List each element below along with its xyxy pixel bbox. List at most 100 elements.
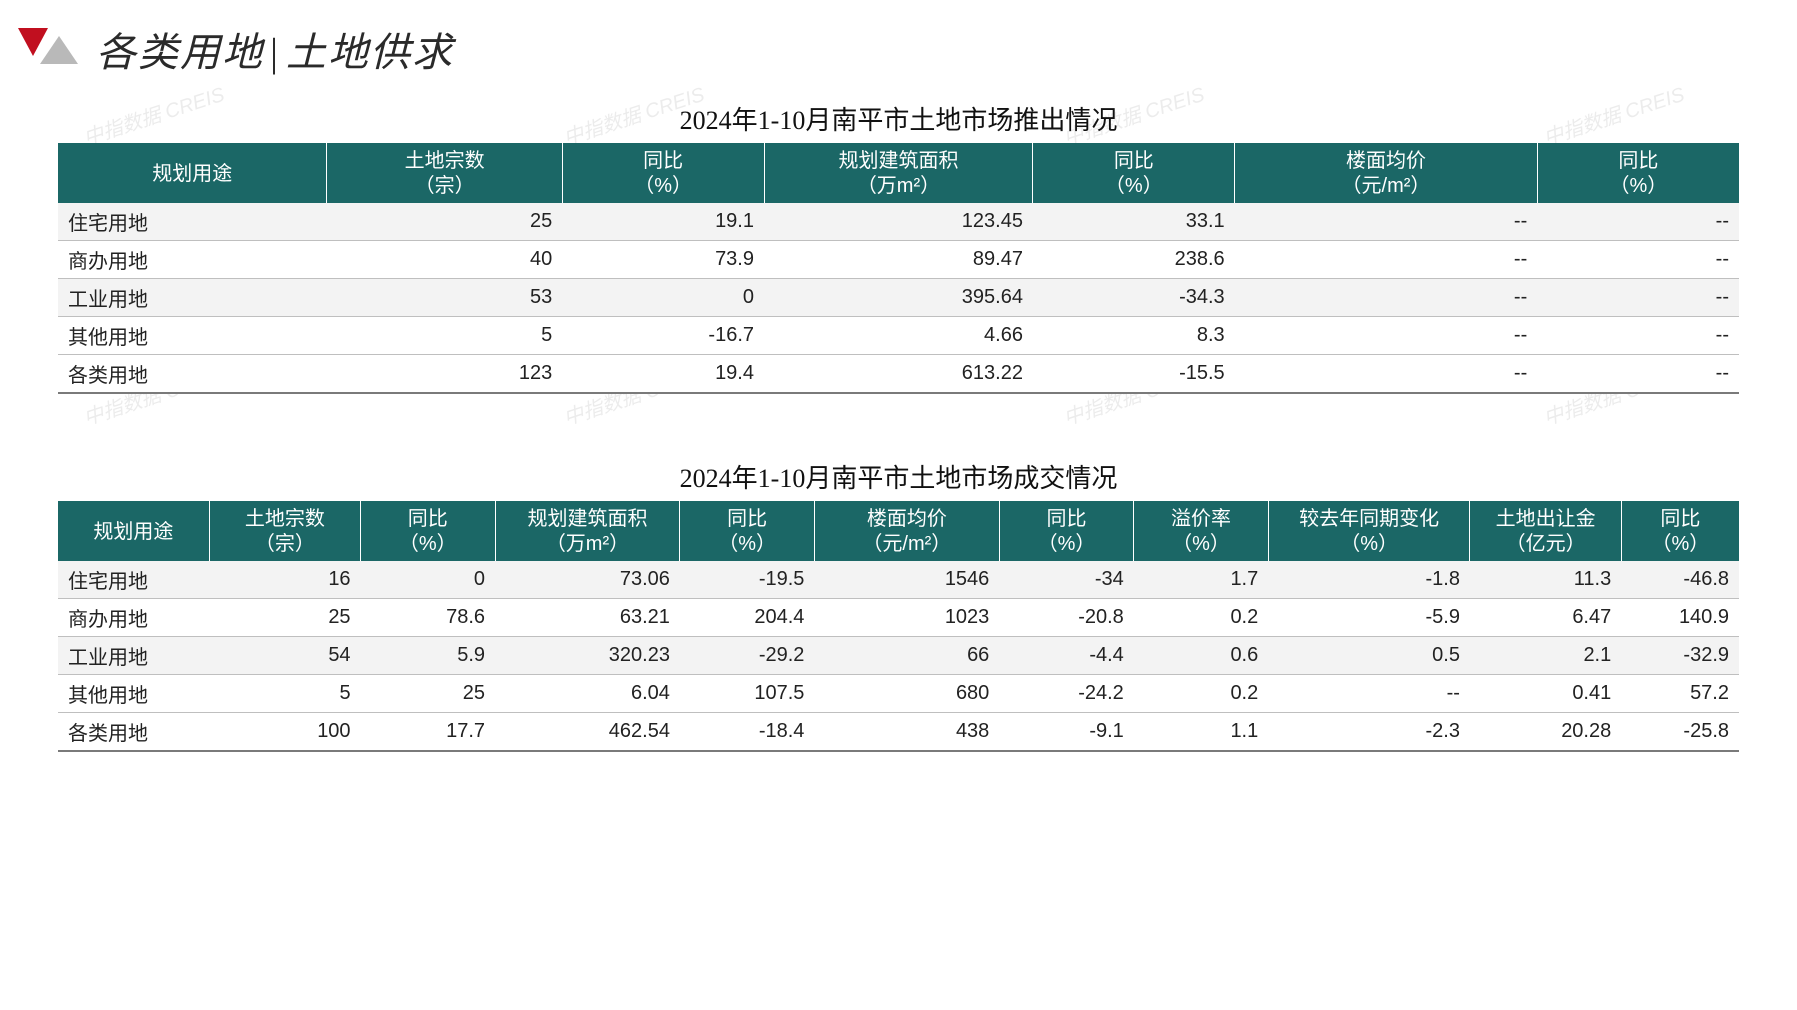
cell-value: -- bbox=[1235, 279, 1538, 317]
cell-value: 1023 bbox=[814, 599, 999, 637]
cell-value: 1.7 bbox=[1134, 561, 1268, 599]
cell-value: 63.21 bbox=[495, 599, 680, 637]
row-label: 住宅用地 bbox=[58, 561, 209, 599]
row-label: 各类用地 bbox=[58, 713, 209, 752]
cell-value: 680 bbox=[814, 675, 999, 713]
row-label: 住宅用地 bbox=[58, 203, 327, 241]
table-row: 商办用地2578.663.21204.41023-20.80.2-5.96.47… bbox=[58, 599, 1739, 637]
cell-value: 78.6 bbox=[361, 599, 495, 637]
cell-value: 17.7 bbox=[361, 713, 495, 752]
cell-value: 25 bbox=[327, 203, 562, 241]
cell-value: 11.3 bbox=[1470, 561, 1621, 599]
cell-value: -- bbox=[1537, 241, 1739, 279]
supply-table-title: 2024年1-10月南平市土地市场推出情况 bbox=[58, 100, 1739, 137]
column-header: 土地出让金（亿元） bbox=[1470, 501, 1621, 561]
cell-value: 8.3 bbox=[1033, 317, 1235, 355]
table-row: 住宅用地2519.1123.4533.1---- bbox=[58, 203, 1739, 241]
cell-value: 100 bbox=[209, 713, 360, 752]
cell-value: -- bbox=[1537, 279, 1739, 317]
column-header: 规划用途 bbox=[58, 501, 209, 561]
column-header: 土地宗数（宗） bbox=[209, 501, 360, 561]
row-label: 其他用地 bbox=[58, 675, 209, 713]
cell-value: 20.28 bbox=[1470, 713, 1621, 752]
cell-value: 5 bbox=[209, 675, 360, 713]
cell-value: 0.6 bbox=[1134, 637, 1268, 675]
cell-value: 0.41 bbox=[1470, 675, 1621, 713]
row-label: 各类用地 bbox=[58, 355, 327, 394]
column-header: 同比（%） bbox=[1033, 143, 1235, 203]
cell-value: 0.2 bbox=[1134, 599, 1268, 637]
cell-value: 123 bbox=[327, 355, 562, 394]
cell-value: -4.4 bbox=[999, 637, 1133, 675]
supply-table: 规划用途土地宗数（宗）同比（%）规划建筑面积（万m²）同比（%）楼面均价（元/m… bbox=[58, 143, 1739, 394]
column-header: 楼面均价（元/m²） bbox=[1235, 143, 1538, 203]
cell-value: -- bbox=[1235, 355, 1538, 394]
cell-value: 204.4 bbox=[680, 599, 814, 637]
table-row: 工业用地530395.64-34.3---- bbox=[58, 279, 1739, 317]
column-header: 同比（%） bbox=[361, 501, 495, 561]
cell-value: -- bbox=[1537, 355, 1739, 394]
column-header: 规划建筑面积（万m²） bbox=[764, 143, 1033, 203]
cell-value: -- bbox=[1235, 317, 1538, 355]
cell-value: -9.1 bbox=[999, 713, 1133, 752]
cell-value: 438 bbox=[814, 713, 999, 752]
cell-value: 1546 bbox=[814, 561, 999, 599]
cell-value: -2.3 bbox=[1268, 713, 1470, 752]
cell-value: 66 bbox=[814, 637, 999, 675]
cell-value: -19.5 bbox=[680, 561, 814, 599]
cell-value: 6.47 bbox=[1470, 599, 1621, 637]
cell-value: 320.23 bbox=[495, 637, 680, 675]
cell-value: 53 bbox=[327, 279, 562, 317]
cell-value: -29.2 bbox=[680, 637, 814, 675]
cell-value: 5.9 bbox=[361, 637, 495, 675]
column-header: 同比（%） bbox=[1537, 143, 1739, 203]
cell-value: -- bbox=[1537, 317, 1739, 355]
cell-value: 123.45 bbox=[764, 203, 1033, 241]
cell-value: 0.2 bbox=[1134, 675, 1268, 713]
cell-value: 19.4 bbox=[562, 355, 764, 394]
title-left: 各类用地 bbox=[96, 30, 264, 75]
table-row: 各类用地12319.4613.22-15.5---- bbox=[58, 355, 1739, 394]
table-row: 工业用地545.9320.23-29.266-4.40.60.52.1-32.9 bbox=[58, 637, 1739, 675]
column-header: 溢价率（%） bbox=[1134, 501, 1268, 561]
row-label: 商办用地 bbox=[58, 599, 209, 637]
supply-table-wrap: 2024年1-10月南平市土地市场推出情况 规划用途土地宗数（宗）同比（%）规划… bbox=[58, 100, 1739, 394]
cell-value: 25 bbox=[209, 599, 360, 637]
title-right: 土地供求 bbox=[286, 30, 454, 75]
cell-value: -34 bbox=[999, 561, 1133, 599]
cell-value: 25 bbox=[361, 675, 495, 713]
deal-table-body: 住宅用地16073.06-19.51546-341.7-1.811.3-46.8… bbox=[58, 561, 1739, 751]
cell-value: -1.8 bbox=[1268, 561, 1470, 599]
cell-value: 40 bbox=[327, 241, 562, 279]
cell-value: -- bbox=[1235, 203, 1538, 241]
cell-value: 0 bbox=[562, 279, 764, 317]
cell-value: -32.9 bbox=[1621, 637, 1739, 675]
row-label: 工业用地 bbox=[58, 279, 327, 317]
cell-value: 19.1 bbox=[562, 203, 764, 241]
supply-table-head: 规划用途土地宗数（宗）同比（%）规划建筑面积（万m²）同比（%）楼面均价（元/m… bbox=[58, 143, 1739, 203]
column-header: 楼面均价（元/m²） bbox=[814, 501, 999, 561]
table-row: 其他用地5256.04107.5680-24.20.2--0.4157.2 bbox=[58, 675, 1739, 713]
cell-value: 73.9 bbox=[562, 241, 764, 279]
cell-value: 89.47 bbox=[764, 241, 1033, 279]
column-header: 规划用途 bbox=[58, 143, 327, 203]
cell-value: 238.6 bbox=[1033, 241, 1235, 279]
cell-value: 57.2 bbox=[1621, 675, 1739, 713]
cell-value: 4.66 bbox=[764, 317, 1033, 355]
page-title: 各类用地|土地供求 bbox=[96, 20, 454, 78]
cell-value: 613.22 bbox=[764, 355, 1033, 394]
cell-value: 395.64 bbox=[764, 279, 1033, 317]
cell-value: -- bbox=[1537, 203, 1739, 241]
cell-value: 6.04 bbox=[495, 675, 680, 713]
deal-table-title: 2024年1-10月南平市土地市场成交情况 bbox=[58, 458, 1739, 495]
cell-value: 1.1 bbox=[1134, 713, 1268, 752]
cell-value: 140.9 bbox=[1621, 599, 1739, 637]
cell-value: -20.8 bbox=[999, 599, 1133, 637]
table-row: 商办用地4073.989.47238.6---- bbox=[58, 241, 1739, 279]
row-label: 商办用地 bbox=[58, 241, 327, 279]
column-header: 同比（%） bbox=[1621, 501, 1739, 561]
supply-table-body: 住宅用地2519.1123.4533.1----商办用地4073.989.472… bbox=[58, 203, 1739, 393]
column-header: 同比（%） bbox=[680, 501, 814, 561]
cell-value: 462.54 bbox=[495, 713, 680, 752]
table-row: 住宅用地16073.06-19.51546-341.7-1.811.3-46.8 bbox=[58, 561, 1739, 599]
